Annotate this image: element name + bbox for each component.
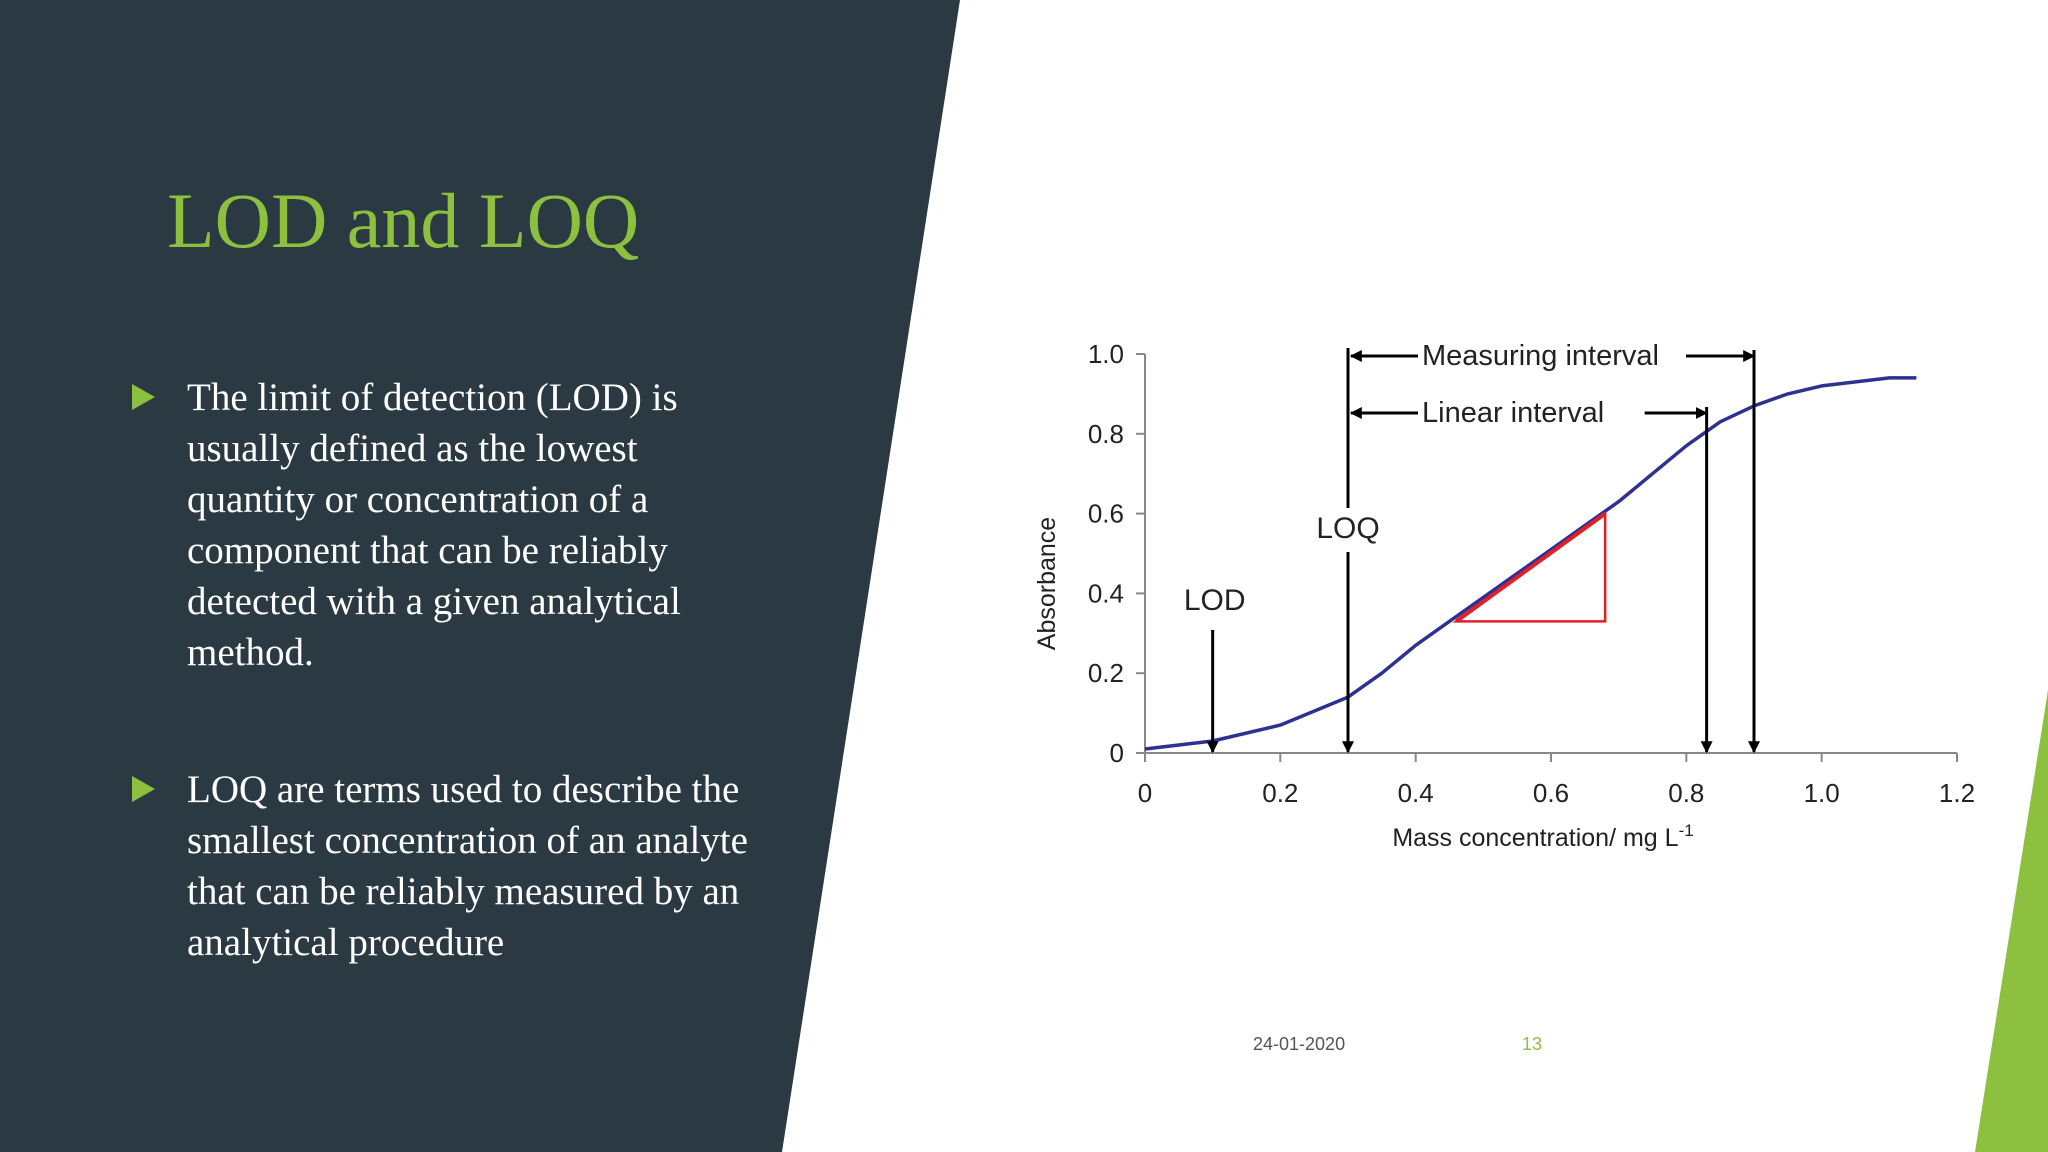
x-axis-label-superscript: -1: [1679, 821, 1694, 840]
measuring-interval-label: Measuring interval: [1422, 340, 1659, 372]
x-tick-label: 0.2: [1262, 778, 1298, 808]
slide-title: LOD and LOQ: [167, 177, 640, 264]
bullet-text: The limit of detection (LOD) is usually …: [187, 376, 681, 674]
footer-page-number: 13: [1522, 1034, 1543, 1054]
x-tick-label: 1.0: [1804, 778, 1840, 808]
y-tick-label: 0.4: [1088, 578, 1124, 608]
y-tick-label: 0: [1110, 738, 1124, 768]
x-axis-label: Mass concentration/ mg L-1: [1392, 821, 1693, 852]
x-tick-label: 1.2: [1939, 778, 1975, 808]
dark-panel: [0, 0, 960, 1152]
y-axis-label: Absorbance: [1033, 517, 1061, 650]
y-tick-label: 1.0: [1088, 339, 1124, 369]
x-tick-label: 0.4: [1398, 778, 1434, 808]
bullet-item: The limit of detection (LOD) is usually …: [130, 372, 770, 678]
bullet-item: LOQ are terms used to describe the small…: [130, 764, 770, 968]
loq-label: LOQ: [1316, 512, 1379, 545]
bullet-text: LOQ are terms used to describe the small…: [187, 768, 748, 964]
bullet-arrow-icon: [132, 384, 155, 410]
x-tick-label: 0: [1138, 778, 1152, 808]
bullet-list: The limit of detection (LOD) is usually …: [130, 372, 770, 968]
x-tick-label: 0.6: [1533, 778, 1569, 808]
lod-label: LOD: [1184, 584, 1246, 617]
y-tick-label: 0.6: [1088, 499, 1124, 529]
footer-date: 24-01-2020: [1253, 1034, 1346, 1054]
absorbance-curve: [1144, 376, 1917, 751]
slope-line: [1455, 511, 1607, 623]
calibration-chart: 0 0.2 0.4 0.6 0.8 1.0 1.2 0 0.2 0.4 0.6 0.8 1.0 Mass …: [1033, 339, 1975, 852]
bullet-arrow-icon: [132, 776, 155, 802]
accent-corner: [1975, 690, 2048, 1152]
x-tick-label: 0.8: [1668, 778, 1704, 808]
y-tick-label: 0.2: [1088, 658, 1124, 688]
y-tick-label: 0.8: [1088, 419, 1124, 449]
linear-interval-label: Linear interval: [1422, 397, 1604, 429]
